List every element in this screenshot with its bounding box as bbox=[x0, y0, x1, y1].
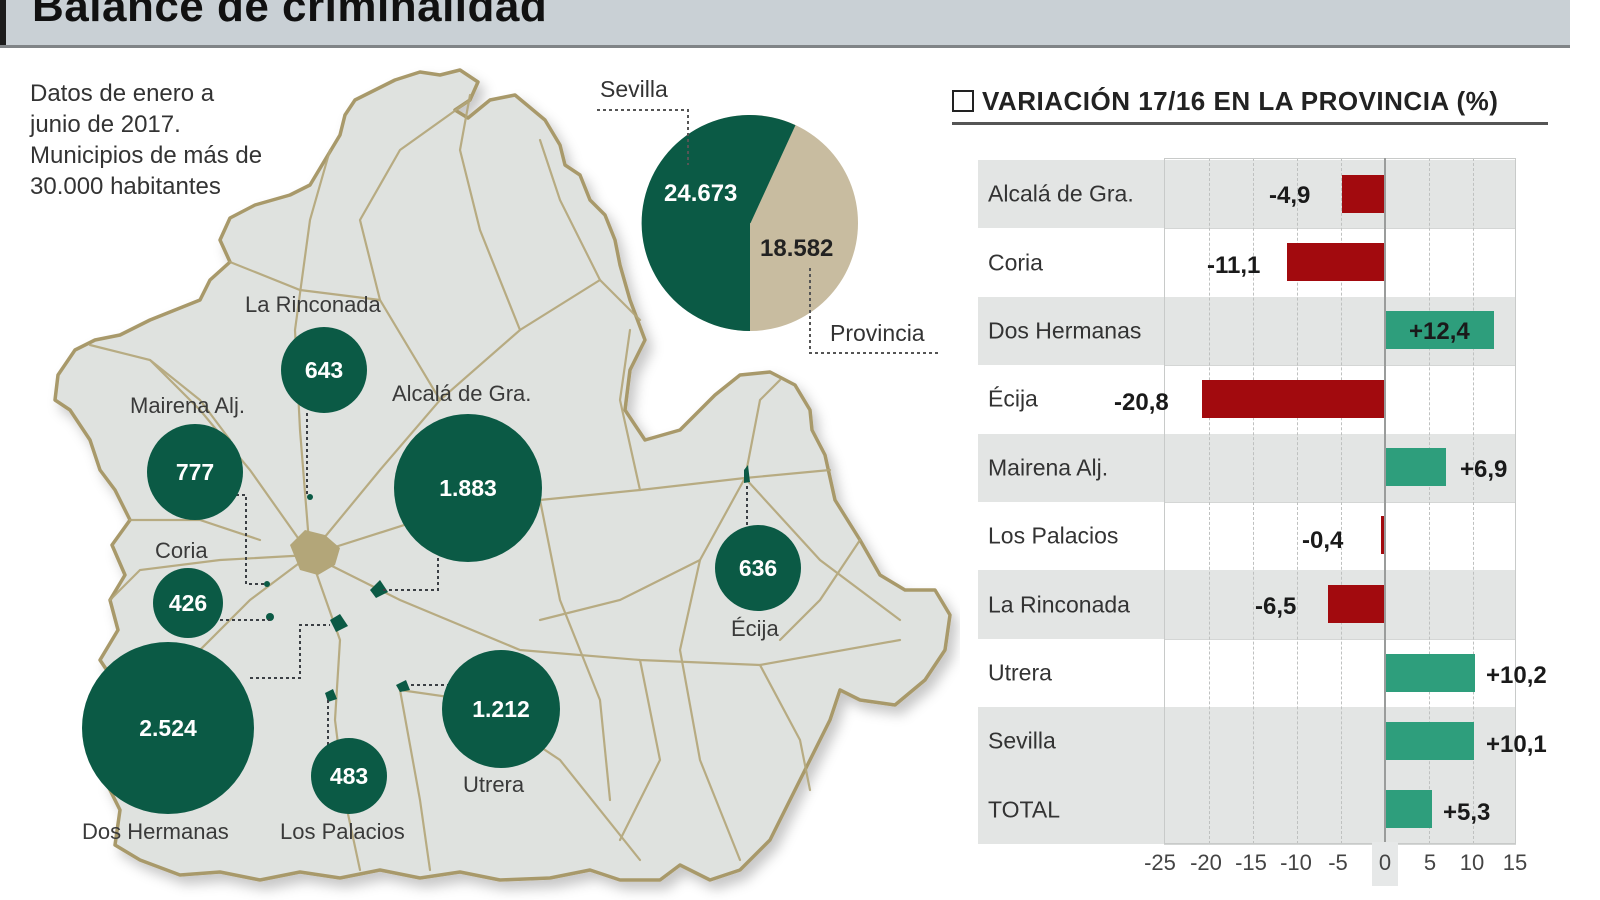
row-label: Sevilla bbox=[988, 727, 1056, 754]
x-tick: -20 bbox=[1190, 850, 1222, 875]
bubble-value: 643 bbox=[304, 356, 344, 383]
bar-row: Sevilla bbox=[978, 707, 1516, 777]
bar-chart-title-text: VARIACIÓN 17/16 EN LA PROVINCIA (%) bbox=[982, 86, 1499, 116]
town-markers bbox=[264, 465, 750, 702]
bubble-alcala: 1.883 bbox=[394, 414, 542, 562]
bar-value: -11,1 bbox=[1207, 252, 1261, 279]
sevilla-city-area bbox=[290, 530, 340, 575]
bar-row: Dos Hermanas bbox=[978, 296, 1516, 367]
bubble-ecija: 636 bbox=[715, 525, 801, 611]
bar-value: -0,4 bbox=[1302, 527, 1344, 554]
bar-total bbox=[1385, 790, 1432, 828]
zero-tick-highlight bbox=[1372, 842, 1398, 886]
bar-coria bbox=[1287, 243, 1385, 281]
bubble-value: 483 bbox=[329, 762, 369, 789]
city-label-utrera: Utrera bbox=[463, 772, 525, 797]
bar-alcala bbox=[1342, 175, 1385, 213]
bar-utrera bbox=[1385, 654, 1475, 692]
row-label: Alcalá de Gra. bbox=[988, 180, 1134, 207]
bar-ecija bbox=[1202, 380, 1385, 418]
leader-lines bbox=[220, 413, 748, 745]
row-label: Coria bbox=[988, 249, 1043, 276]
bar-value: -20,8 bbox=[1114, 389, 1169, 416]
bubble-utrera: 1.212 bbox=[442, 650, 560, 768]
pie-chart bbox=[597, 109, 940, 354]
x-tick: -25 bbox=[1144, 850, 1176, 875]
bar-value: +12,4 bbox=[1409, 318, 1470, 345]
bubble-value: 426 bbox=[168, 589, 208, 616]
x-tick: -15 bbox=[1235, 850, 1267, 875]
bar-value: -4,9 bbox=[1269, 182, 1311, 209]
page-title: Balance de criminalidad bbox=[32, 0, 548, 31]
title-underline bbox=[952, 122, 1548, 125]
city-label-la-rinconada: La Rinconada bbox=[245, 292, 381, 317]
bar-chart-title: VARIACIÓN 17/16 EN LA PROVINCIA (%) bbox=[952, 86, 1498, 117]
header-accent-bar bbox=[0, 0, 6, 45]
data-note: Datos de enero a junio de 2017. Municipi… bbox=[30, 80, 263, 200]
x-tick: 10 bbox=[1459, 850, 1485, 875]
bubble-value: 2.524 bbox=[139, 714, 197, 741]
row-label: Écija bbox=[988, 385, 1038, 412]
city-label-coria: Coria bbox=[155, 538, 208, 563]
pie-label-sevilla: Sevilla bbox=[600, 76, 668, 102]
provincia-leader bbox=[809, 268, 940, 354]
city-label-ecija: Écija bbox=[731, 616, 779, 641]
x-tick: 15 bbox=[1502, 850, 1528, 875]
row-label: TOTAL bbox=[988, 796, 1060, 823]
bar-row: La Rinconada bbox=[978, 570, 1516, 640]
header-banner: Balance de criminalidad bbox=[0, 0, 1570, 48]
bar-value: +10,1 bbox=[1486, 731, 1547, 758]
row-label: Dos Hermanas bbox=[988, 317, 1142, 344]
bar-dos-hermanas bbox=[1385, 311, 1494, 349]
bubble-value: 1.212 bbox=[472, 695, 530, 722]
bar-los-palacios bbox=[1381, 516, 1385, 554]
row-label: Mairena Alj. bbox=[988, 454, 1109, 481]
bubble-value: 636 bbox=[738, 554, 778, 581]
row-label: Utrera bbox=[988, 659, 1052, 686]
square-icon bbox=[952, 90, 974, 112]
bubble-value: 777 bbox=[175, 458, 215, 485]
x-tick: -5 bbox=[1328, 850, 1348, 875]
bar-value: +10,2 bbox=[1486, 662, 1547, 689]
bubble-la-rinconada: 643 bbox=[281, 327, 367, 413]
pie-value-sevilla: 24.673 bbox=[664, 180, 738, 207]
bar-mairena bbox=[1385, 448, 1446, 486]
city-label-los-palacios: Los Palacios bbox=[280, 819, 405, 844]
bubble-dos-hermanas: 2.524 bbox=[82, 642, 254, 814]
bar-row: Mairena Alj. bbox=[978, 433, 1516, 503]
bubble-value: 1.883 bbox=[439, 474, 497, 501]
bubble-mairena: 777 bbox=[147, 424, 243, 520]
pie-label-provincia: Provincia bbox=[830, 320, 925, 346]
pie-slice-sevilla bbox=[641, 115, 795, 332]
city-label-dos-hermanas: Dos Hermanas bbox=[82, 819, 229, 844]
bar-value: +5,3 bbox=[1443, 799, 1491, 826]
bubble-coria: 426 bbox=[153, 568, 223, 638]
bar-value: +6,9 bbox=[1460, 456, 1508, 483]
bar-row: Alcalá de Gra. bbox=[978, 160, 1516, 230]
bar-row: Los Palacios bbox=[978, 502, 1516, 572]
roads bbox=[88, 93, 902, 872]
bar-la-rinconada bbox=[1328, 585, 1385, 623]
x-tick: 5 bbox=[1423, 850, 1437, 875]
sevilla-leader bbox=[597, 109, 689, 165]
pie-value-provincia: 18.582 bbox=[760, 235, 834, 262]
bar-sevilla bbox=[1385, 722, 1474, 760]
bar-value: -6,5 bbox=[1255, 593, 1297, 620]
x-tick: 0 bbox=[1378, 850, 1392, 875]
bubble-los-palacios: 483 bbox=[311, 738, 387, 814]
bar-row: TOTAL bbox=[978, 775, 1516, 845]
row-label: Los Palacios bbox=[988, 522, 1119, 549]
x-tick: -10 bbox=[1280, 850, 1312, 875]
city-label-alcala: Alcalá de Gra. bbox=[392, 381, 532, 406]
row-label: La Rinconada bbox=[988, 591, 1130, 618]
city-label-mairena: Mairena Alj. bbox=[130, 393, 245, 418]
